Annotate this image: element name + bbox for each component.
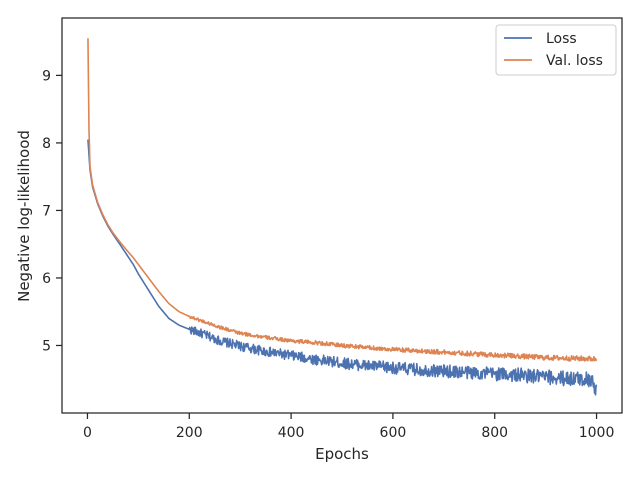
x-tick-label: 1000 — [579, 425, 615, 441]
plot-frame — [61, 17, 623, 414]
x-tick-label: 200 — [176, 425, 203, 441]
x-tick-label: 600 — [380, 425, 407, 441]
plot-series-group — [87, 38, 598, 396]
legend-label-loss: Loss — [546, 31, 577, 47]
y-tick-label: 6 — [42, 271, 51, 287]
y-tick-label: 9 — [42, 68, 51, 84]
series-line-val-loss — [87, 38, 598, 362]
y-tick-label: 7 — [42, 203, 51, 219]
x-axis-label: Epochs — [315, 445, 369, 463]
y-tick-label: 8 — [42, 136, 51, 152]
x-tick-label: 800 — [481, 425, 508, 441]
legend: Loss Val. loss — [495, 24, 617, 76]
y-axis-label: Negative log-likelihood — [15, 130, 33, 302]
x-axis-ticks: 0 200 400 600 800 1000 — [83, 413, 614, 441]
legend-label-val-loss: Val. loss — [546, 53, 603, 69]
y-tick-label: 5 — [42, 338, 51, 354]
y-axis-ticks: 5 6 7 8 9 — [42, 68, 62, 354]
series-line-loss — [87, 139, 598, 396]
x-tick-label: 400 — [278, 425, 305, 441]
x-tick-label: 0 — [83, 425, 92, 441]
